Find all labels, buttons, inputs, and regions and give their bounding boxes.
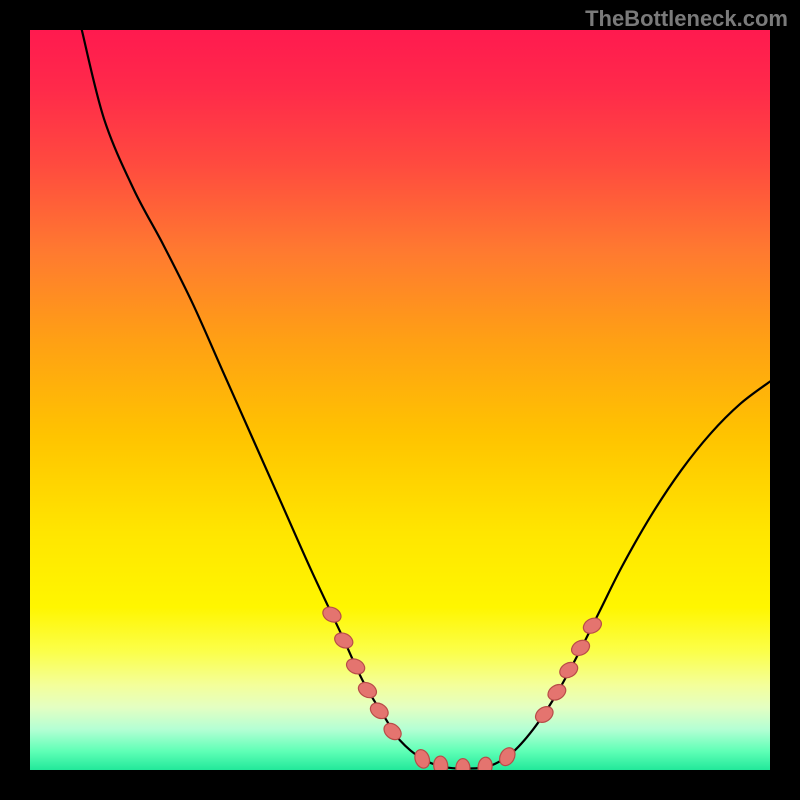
chart-background	[30, 30, 770, 770]
chart-frame: TheBottleneck.com	[0, 0, 800, 800]
watermark-text: TheBottleneck.com	[585, 6, 788, 32]
bottleneck-curve-chart	[0, 0, 800, 800]
